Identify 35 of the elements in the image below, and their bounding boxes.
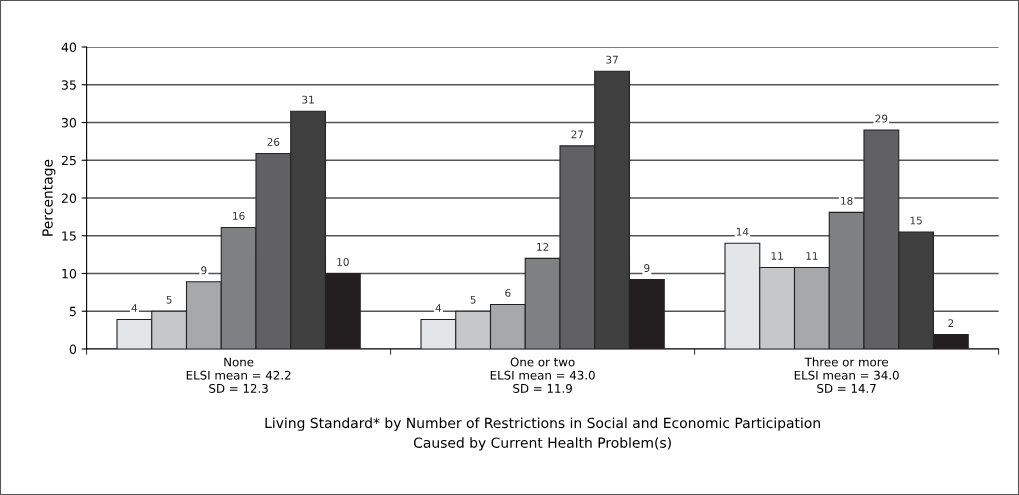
x-tick-label: One or two ELSI mean = 43.0 SD = 11.9 xyxy=(490,357,595,393)
x-tick-label: Three or more ELSI mean = 34.0 SD = 14.7 xyxy=(794,357,899,393)
y-tick-label: 0 xyxy=(69,344,77,354)
y-axis-title: Percentage xyxy=(42,159,56,236)
data-label: 6 xyxy=(505,288,511,297)
data-label: 27 xyxy=(571,130,584,139)
y-tick-label: 30 xyxy=(61,117,77,128)
data-label: 11 xyxy=(806,252,818,260)
data-label: 9 xyxy=(201,266,207,275)
y-tick-label: 10 xyxy=(62,268,77,279)
y-tick-label: 5 xyxy=(69,306,76,317)
x-axis-title: Living Standard* by Number of Restrictions in Social and Economic Participation Caused by Current Health Problem(s) xyxy=(265,417,820,451)
data-label: 26 xyxy=(267,138,280,146)
data-label: 18 xyxy=(841,196,853,205)
data-label: 14 xyxy=(736,227,749,236)
y-tick-label: 35 xyxy=(61,80,76,90)
y-tick-label: 25 xyxy=(61,155,76,166)
data-label: 37 xyxy=(606,55,618,64)
data-label: 9 xyxy=(644,264,650,272)
x-tick-label: None ELSI mean = 42.2 SD = 12.3 xyxy=(186,357,291,393)
data-label: 31 xyxy=(302,95,314,104)
y-tick-label: 40 xyxy=(61,42,77,52)
data-label: 12 xyxy=(537,242,549,251)
data-label: 4 xyxy=(435,304,442,312)
data-label: 4 xyxy=(131,304,138,312)
data-label: 2 xyxy=(948,319,954,327)
y-tick-label: 20 xyxy=(61,193,77,203)
data-label: 5 xyxy=(470,295,476,304)
data-label: 10 xyxy=(337,258,349,266)
data-label: 5 xyxy=(166,295,172,304)
data-label: 29 xyxy=(875,114,888,123)
y-tick-label: 15 xyxy=(62,231,76,241)
data-label: 16 xyxy=(233,211,245,220)
data-label: 11 xyxy=(771,252,783,260)
data-label: 15 xyxy=(910,216,922,225)
